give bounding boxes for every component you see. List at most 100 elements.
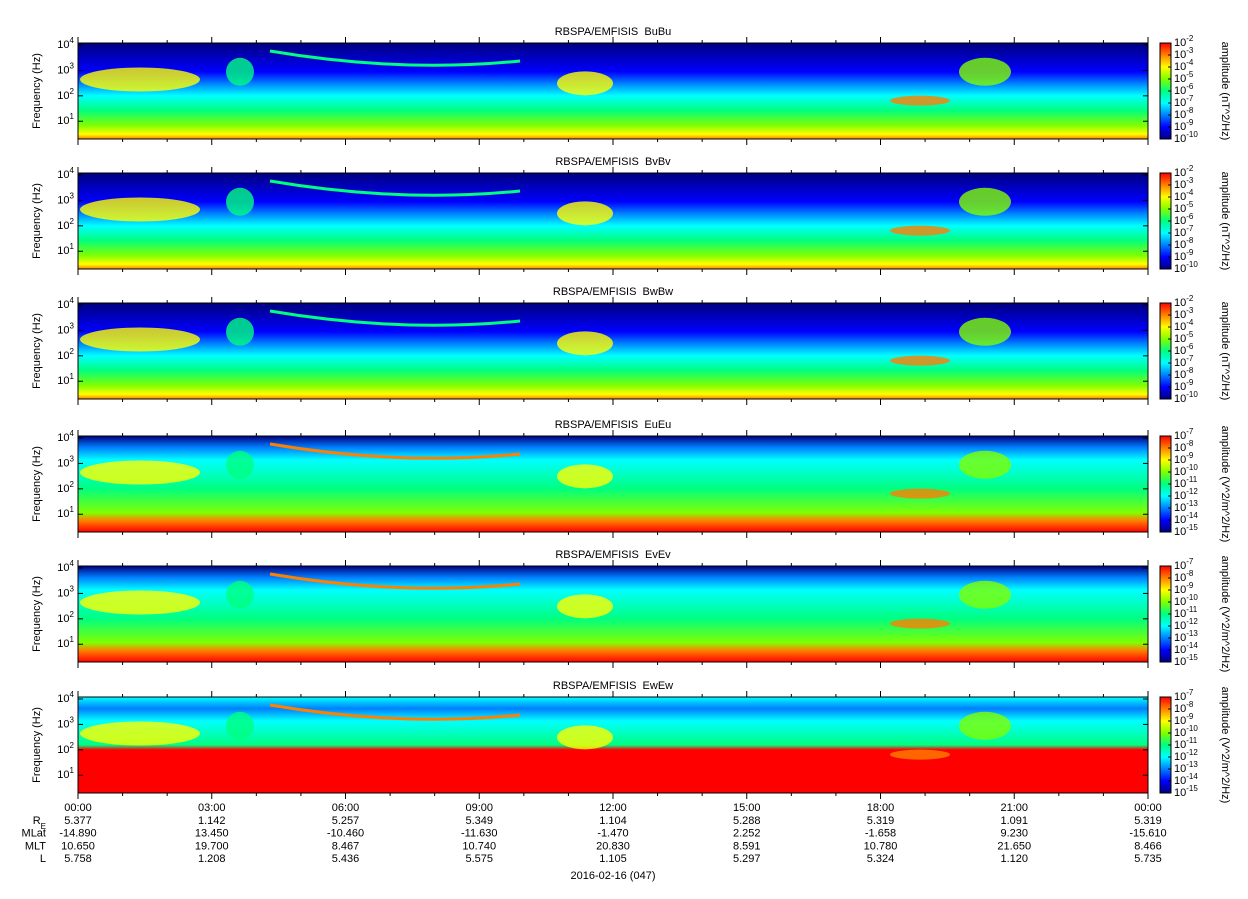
ephemeris-value: 5.735	[1134, 853, 1162, 865]
panel-title: RBSPA/EMFISIS BvBv	[555, 156, 671, 168]
colorbar-tick-label: 10-10	[1174, 724, 1198, 739]
ephemeris-value: 19.700	[195, 840, 229, 852]
tick-base: 10	[1174, 49, 1186, 61]
ephemeris-value: 1.120	[1000, 853, 1028, 865]
tick-base: 10	[1174, 715, 1186, 727]
y-tick-label: 102	[57, 216, 74, 231]
colorbar-tick-label: 10-10	[1174, 260, 1198, 275]
tick-base: 10	[1174, 644, 1186, 656]
tick-base: 10	[1174, 751, 1186, 763]
tick-exponent: -4	[1186, 318, 1194, 327]
ephemeris-value: 5.349	[465, 815, 493, 827]
tick-base: 10	[1174, 502, 1186, 514]
spectrogram-feature	[80, 197, 200, 222]
tick-base: 10	[57, 90, 69, 102]
tick-exponent: -8	[1186, 700, 1194, 709]
colorbar-tick-label: 10-4	[1174, 58, 1194, 73]
ephemeris-label: MLT	[25, 840, 46, 852]
ephemeris-value: 5.436	[332, 853, 360, 865]
tick-base: 10	[1174, 251, 1186, 263]
ephemeris-label-text: L	[40, 853, 46, 865]
y-tick-label: 102	[57, 479, 74, 494]
y-tick-label: 104	[57, 166, 74, 181]
tick-base: 10	[1174, 191, 1186, 203]
colorbar-tick-label: 10-11	[1174, 736, 1198, 751]
tick-exponent: -11	[1186, 475, 1198, 484]
tick-exponent: -12	[1186, 487, 1198, 496]
tick-base: 10	[1174, 97, 1186, 109]
ephemeris-value: 20.830	[596, 840, 630, 852]
ephemeris-label-text: R	[33, 815, 41, 827]
y-tick-label: 103	[57, 584, 74, 599]
colorbar-tick-label: 10-7	[1174, 354, 1194, 369]
tick-base: 10	[1174, 442, 1186, 454]
tick-base: 10	[1174, 466, 1186, 478]
colorbar-tick-label: 10-10	[1174, 463, 1198, 478]
ephemeris-value: 5.377	[64, 815, 92, 827]
ephemeris-value: 8.466	[1134, 840, 1162, 852]
spectrogram-image	[78, 173, 1148, 269]
spectrogram-image	[78, 43, 1148, 139]
tick-base: 10	[1174, 454, 1186, 466]
spectrogram-feature	[890, 355, 950, 366]
colorbar-tick-label: 10-10	[1174, 390, 1198, 405]
y-tick-label: 104	[57, 296, 74, 311]
tick-base: 10	[57, 350, 69, 362]
tick-exponent: -10	[1186, 724, 1198, 733]
tick-exponent: -7	[1186, 427, 1194, 436]
tick-exponent: -5	[1186, 70, 1194, 79]
tick-exponent: 4	[70, 296, 75, 305]
ephemeris-label-subscript: E	[41, 822, 46, 831]
spectrogram-feature	[890, 749, 950, 760]
spectrogram-feature	[959, 450, 1011, 479]
tick-exponent: -4	[1186, 58, 1194, 67]
y-tick-label: 101	[57, 766, 74, 781]
tick-exponent: 2	[70, 86, 75, 95]
ephemeris-value: 1.208	[198, 853, 226, 865]
x-tick-label: 00:00	[1134, 802, 1162, 814]
tick-base: 10	[57, 39, 69, 51]
tick-base: 10	[1174, 133, 1186, 145]
colorbar-tick-label: 10-3	[1174, 176, 1194, 191]
tick-base: 10	[1174, 393, 1186, 405]
tick-base: 10	[1174, 215, 1186, 227]
panel-title: RBSPA/EMFISIS BuBu	[555, 26, 672, 38]
tick-exponent: -15	[1186, 653, 1198, 662]
y-tick-label: 103	[57, 454, 74, 469]
tick-base: 10	[57, 638, 69, 650]
ephemeris-value: 10.740	[462, 840, 496, 852]
panel-title: RBSPA/EMFISIS EwEw	[553, 680, 673, 692]
colorbar-tick-label: 10-5	[1174, 200, 1194, 215]
panel-title: RBSPA/EMFISIS EvEv	[555, 549, 671, 561]
tick-exponent: -5	[1186, 330, 1194, 339]
tick-exponent: 2	[70, 740, 75, 749]
ephemeris-value: 8.591	[733, 840, 761, 852]
tick-base: 10	[57, 324, 69, 336]
y-tick-label: 103	[57, 321, 74, 336]
tick-base: 10	[57, 562, 69, 574]
tick-exponent: -8	[1186, 439, 1194, 448]
tick-base: 10	[57, 194, 69, 206]
tick-base: 10	[1174, 763, 1186, 775]
spectrogram-feature	[959, 187, 1011, 216]
tick-base: 10	[1174, 787, 1186, 799]
y-tick-label: 104	[57, 36, 74, 51]
colorbar-label: amplitude (nT^2/Hz)	[1219, 172, 1231, 271]
spectrogram-feature	[226, 580, 254, 609]
ephemeris-value: 5.324	[867, 853, 895, 865]
tick-exponent: -13	[1186, 499, 1198, 508]
y-tick-label: 102	[57, 86, 74, 101]
colorbar-tick-label: 10-8	[1174, 236, 1194, 251]
spectrogram-feature	[890, 488, 950, 499]
y-axis-label: Frequency (Hz)	[31, 53, 43, 129]
spectrogram-feature	[226, 57, 254, 86]
y-tick-label: 103	[57, 61, 74, 76]
tick-exponent: -2	[1186, 34, 1194, 43]
tick-exponent: -7	[1186, 688, 1194, 697]
spectrogram-feature	[557, 331, 613, 356]
ephemeris-value: 5.319	[867, 815, 895, 827]
x-tick-label: 00:00	[64, 802, 92, 814]
ephemeris-value: 8.467	[332, 840, 360, 852]
tick-exponent: -8	[1186, 106, 1194, 115]
tick-base: 10	[1174, 691, 1186, 703]
